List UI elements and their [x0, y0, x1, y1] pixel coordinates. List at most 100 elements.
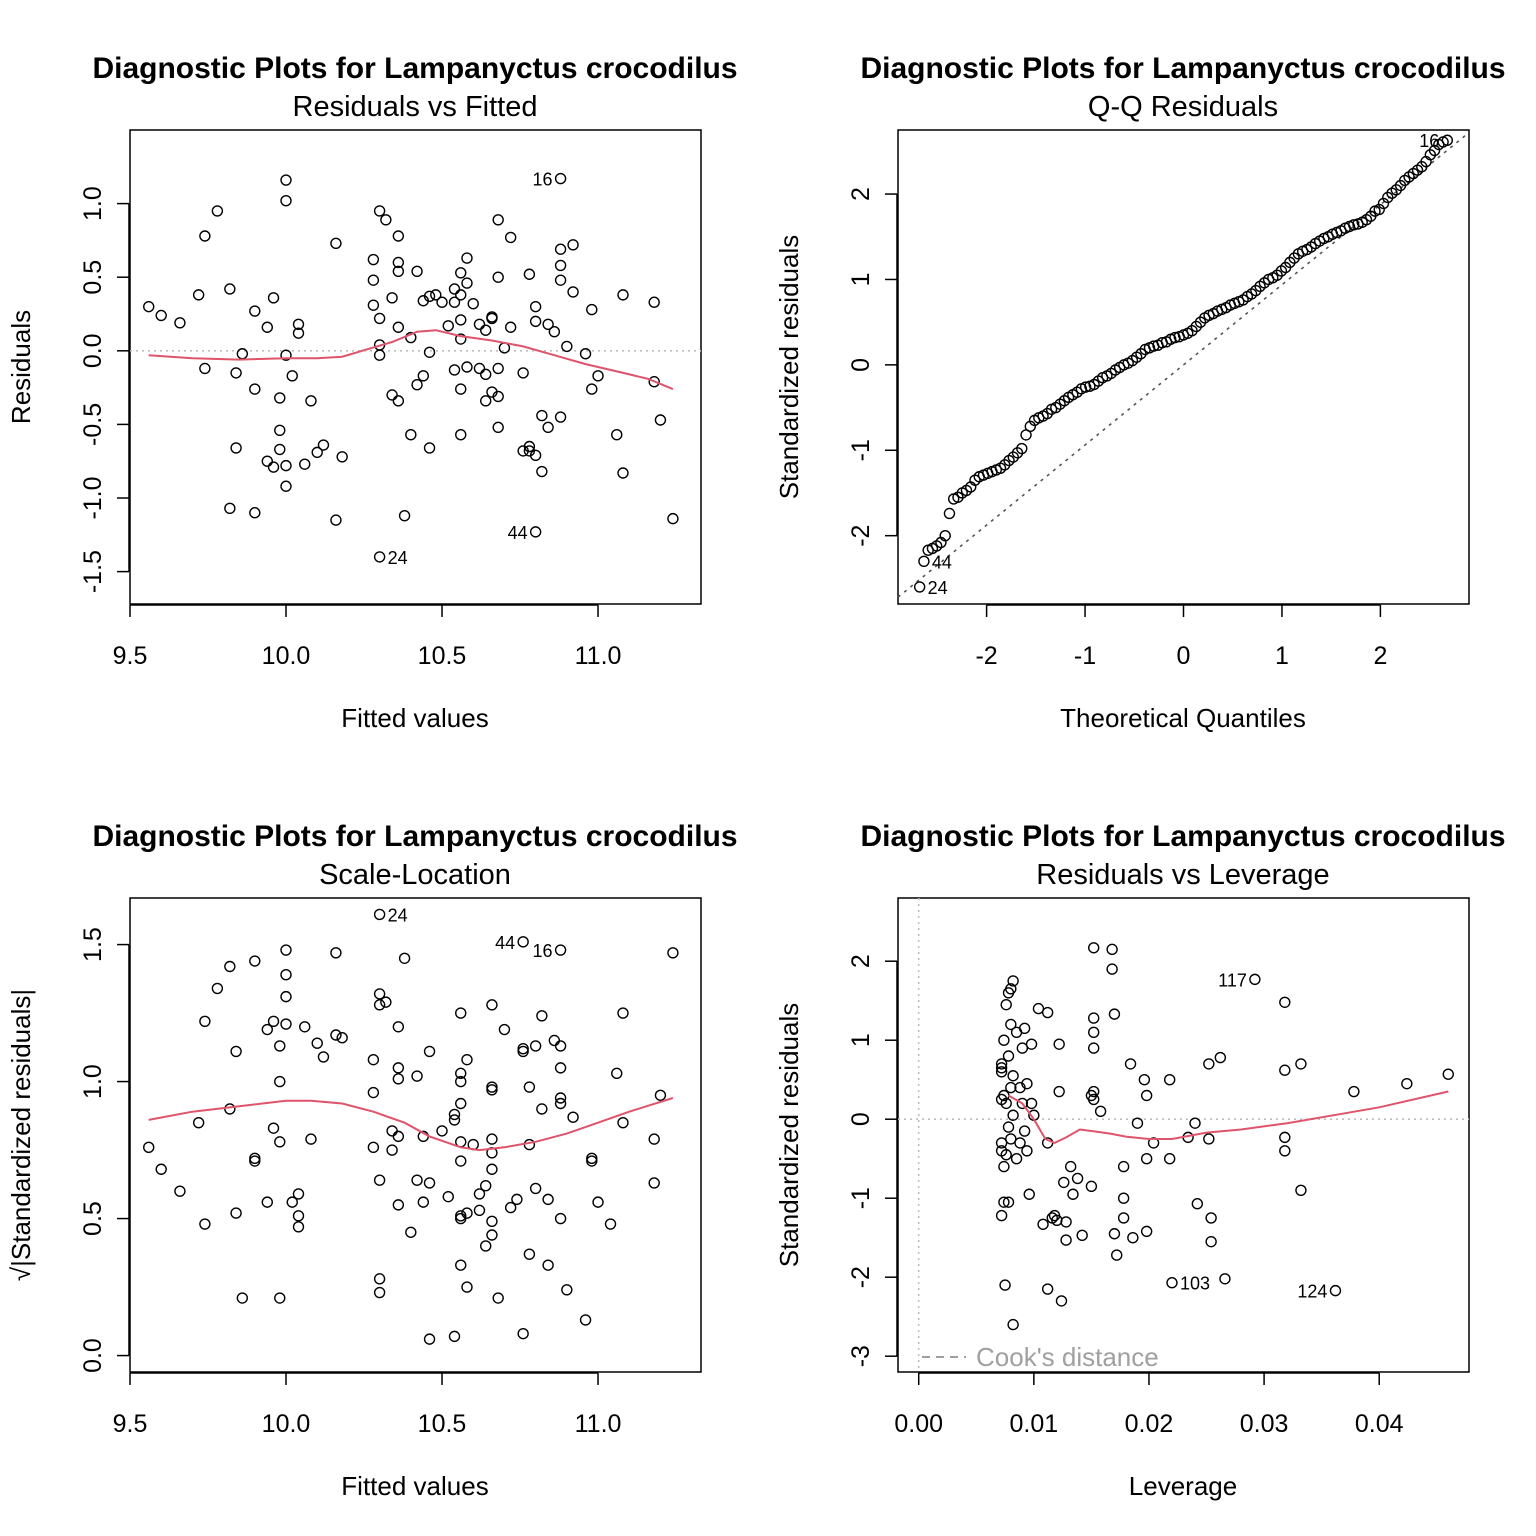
data-point	[517, 1327, 529, 1340]
data-point	[1018, 1125, 1031, 1137]
data-point	[461, 361, 473, 373]
data-point	[480, 395, 492, 407]
data-point	[473, 1188, 486, 1200]
panel-residuals-vs-fitted: Diagnostic Plots for Lampanyctus crocodi…	[6, 52, 738, 733]
data-point	[305, 395, 317, 407]
data-point	[274, 424, 286, 436]
data-point	[517, 1042, 529, 1055]
data-point	[523, 440, 536, 453]
y-tick-label: 1.0	[79, 186, 107, 221]
data-point	[1002, 1050, 1015, 1062]
data-point	[448, 283, 461, 295]
data-point	[392, 1199, 405, 1211]
data-point	[267, 292, 280, 304]
data-point	[617, 289, 629, 301]
data-point	[998, 1196, 1010, 1208]
data-point	[1060, 1216, 1072, 1228]
data-point	[1002, 1196, 1015, 1208]
data-point	[1279, 996, 1291, 1008]
data-point	[529, 526, 542, 538]
data-point	[529, 315, 542, 328]
data-point	[1032, 1002, 1045, 1015]
data-point	[405, 429, 417, 441]
data-point	[529, 449, 542, 462]
y-tick-label: 1	[847, 1033, 875, 1047]
data-point	[554, 259, 567, 272]
data-point	[567, 239, 579, 251]
data-point	[455, 1067, 467, 1080]
data-point	[398, 509, 411, 522]
data-point	[1203, 1058, 1215, 1070]
data-point	[592, 370, 604, 382]
data-point	[554, 274, 567, 286]
data-point	[554, 1040, 567, 1052]
panel-4-plot-frame	[897, 897, 1470, 1373]
data-point	[1088, 1042, 1100, 1054]
point-label: 124	[1297, 1282, 1327, 1302]
data-point	[455, 314, 467, 326]
data-point	[423, 1045, 436, 1058]
data-point	[492, 421, 504, 434]
data-point	[536, 1010, 548, 1022]
data-point	[199, 230, 211, 242]
data-point	[230, 367, 242, 379]
data-point	[536, 1103, 548, 1115]
data-point	[1000, 998, 1012, 1011]
data-point	[1163, 1073, 1176, 1086]
y-tick-label: -1	[847, 1187, 875, 1209]
data-point	[554, 1062, 567, 1074]
data-point	[292, 1188, 305, 1200]
panel-1-point-labels: 16 24 44	[388, 170, 553, 568]
data-point	[1025, 1097, 1038, 1110]
data-point	[492, 214, 504, 226]
data-point	[330, 237, 342, 250]
data-point	[1166, 1277, 1178, 1289]
data-point	[199, 1218, 211, 1230]
data-point	[274, 1040, 286, 1052]
data-point	[224, 1103, 236, 1115]
data-point	[529, 1040, 542, 1052]
data-point	[367, 274, 380, 286]
data-point	[1127, 1231, 1139, 1244]
data-point	[436, 1125, 448, 1137]
data-point	[529, 1182, 542, 1195]
panel-2-title: Diagnostic Plots for Lampanyctus crocodi…	[860, 52, 1505, 85]
data-point	[455, 429, 467, 441]
data-point	[249, 955, 261, 967]
x-tick-label: 1	[1275, 642, 1289, 670]
y-tick-label: 1	[847, 273, 875, 287]
data-point	[267, 1122, 280, 1134]
data-point	[1000, 1149, 1012, 1161]
data-point	[330, 1029, 342, 1041]
data-point	[1214, 1051, 1227, 1064]
data-point	[542, 1193, 554, 1206]
panel-3-smooth-line	[148, 1097, 674, 1152]
data-point	[1094, 1105, 1107, 1118]
point-label: 16	[533, 170, 553, 190]
x-tick-label: 0.02	[1125, 1410, 1174, 1438]
data-point	[423, 346, 436, 358]
data-point	[1021, 1145, 1033, 1157]
point-label: 44	[508, 523, 528, 543]
data-point	[280, 349, 292, 361]
panel-2-subtitle: Q-Q Residuals	[1088, 91, 1278, 123]
data-point	[249, 507, 261, 519]
point-label: 24	[388, 905, 408, 925]
data-point	[373, 1174, 386, 1186]
data-point	[1117, 1160, 1130, 1173]
data-point	[373, 999, 386, 1011]
data-point	[504, 321, 517, 333]
x-tick-label: 0.00	[894, 1410, 943, 1438]
data-point	[280, 459, 292, 472]
data-point	[455, 1210, 467, 1222]
data-point	[373, 908, 386, 921]
panel-1-y-axis: -1.5 -1.0 -0.5 0.0 0.5 1.0	[79, 186, 130, 593]
data-point	[261, 1196, 273, 1208]
y-tick-label: 2	[847, 954, 875, 968]
data-point	[1088, 1093, 1100, 1106]
data-point	[1005, 1018, 1017, 1031]
point-label: 103	[1180, 1274, 1210, 1294]
data-point	[261, 321, 273, 333]
data-point	[995, 1066, 1008, 1078]
panel-3-x-axis-title: Fitted values	[341, 1471, 488, 1501]
